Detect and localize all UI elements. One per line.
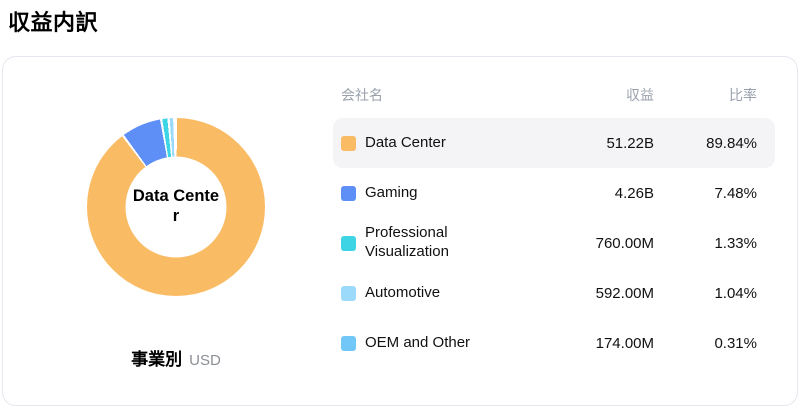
revenue-breakdown-card: Data Center 事業別 USD 会社名 収益 比率 Data Center…: [2, 56, 798, 406]
page-title: 収益内訳: [8, 10, 99, 35]
segment-name-cell: Data Center: [341, 134, 524, 153]
donut-chart-panel: Data Center 事業別 USD: [3, 57, 333, 405]
chart-footer-label: 事業別: [131, 350, 183, 369]
donut-center-label: Data Center: [132, 187, 220, 225]
legend-swatch-gaming: [341, 185, 356, 201]
table-row-oem-and-other[interactable]: OEM and Other 174.00M 0.31%: [333, 318, 775, 368]
header-ratio: 比率: [729, 87, 757, 103]
segment-ratio: 1.33%: [714, 234, 757, 252]
chart-footer: 事業別 USD: [3, 345, 349, 370]
table-header-row: 会社名 収益 比率: [333, 85, 775, 105]
legend-swatch-automotive: [341, 285, 356, 301]
segment-name-cell: Automotive: [341, 284, 524, 303]
legend-swatch-oem-and-other: [341, 335, 356, 351]
table-row-data-center[interactable]: Data Center 51.22B 89.84%: [333, 118, 775, 168]
segment-ratio: 1.04%: [714, 284, 757, 302]
segment-label: OEM and Other: [365, 333, 471, 351]
segment-ratio: 7.48%: [714, 184, 757, 202]
segment-revenue: 4.26B: [614, 184, 654, 202]
legend-swatch-data-center: [341, 135, 356, 151]
segment-ratio: 0.31%: [714, 334, 757, 352]
segment-ratio: 89.84%: [706, 134, 757, 152]
table-row-gaming[interactable]: Gaming 4.26B 7.48%: [333, 168, 775, 218]
header-company-name: 会社名: [341, 87, 383, 103]
donut-hole: [125, 156, 227, 258]
header-revenue: 収益: [626, 87, 654, 103]
donut-chart[interactable]: Data Center: [87, 118, 265, 296]
segment-revenue: 760.00M: [595, 234, 654, 252]
segment-revenue: 51.22B: [606, 134, 654, 152]
segment-label: Professional Visualization: [365, 224, 449, 260]
table-row-automotive[interactable]: Automotive 592.00M 1.04%: [333, 268, 775, 318]
segment-revenue: 174.00M: [595, 334, 654, 352]
segment-revenue: 592.00M: [595, 284, 654, 302]
legend-swatch-professional-visualization: [341, 235, 356, 251]
segment-label: Gaming: [365, 183, 418, 201]
segment-name-cell: Professional Visualization: [341, 224, 524, 262]
segment-label: Automotive: [365, 283, 441, 301]
segment-table: 会社名 収益 比率 Data Center 51.22B 89.84% Gami…: [333, 57, 797, 405]
segment-label: Data Center: [365, 133, 446, 151]
chart-footer-unit: USD: [189, 352, 221, 369]
segment-name-cell: Gaming: [341, 184, 524, 203]
table-row-professional-visualization[interactable]: Professional Visualization 760.00M 1.33%: [333, 218, 775, 268]
segment-name-cell: OEM and Other: [341, 334, 524, 353]
